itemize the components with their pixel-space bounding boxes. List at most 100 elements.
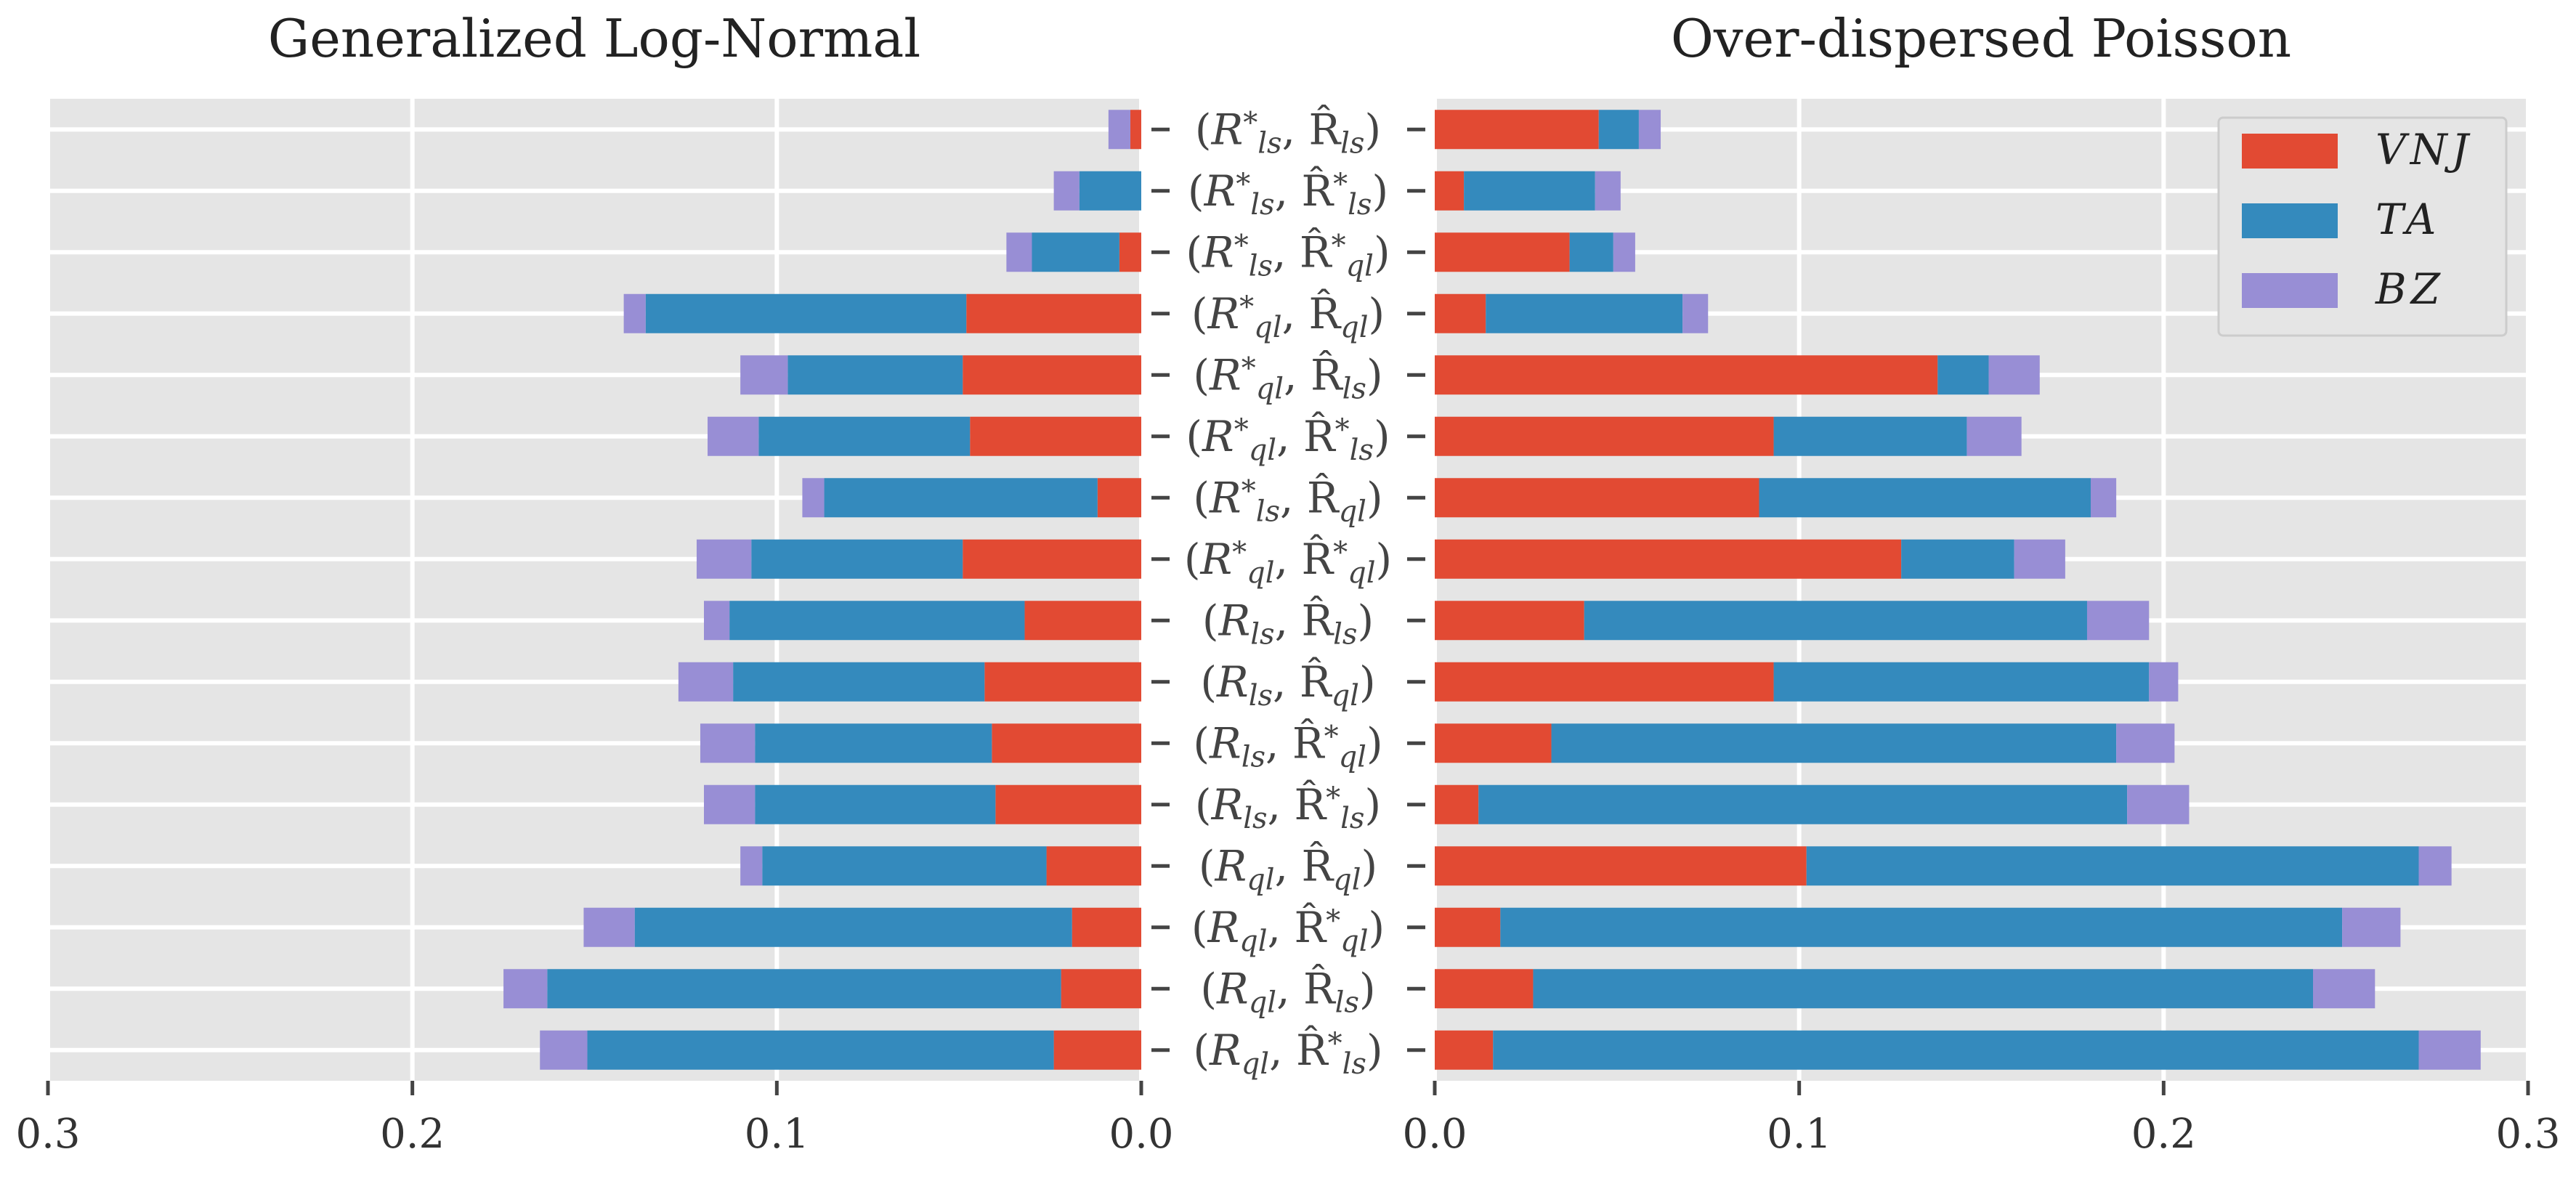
left-bar-bz-1: [503, 969, 548, 1009]
right-bar-bz-4: [2127, 784, 2190, 824]
left-bar-ta-5: [755, 723, 992, 763]
legend-swatch-ta: [2242, 203, 2338, 238]
legend-label-bz: BZ: [2375, 264, 2445, 314]
left-bar-vnj-8: [963, 539, 1141, 579]
left-bar-bz-8: [696, 539, 752, 579]
category-label: (Rql, R̂*ls): [1193, 1025, 1382, 1081]
right-bar-bz-8: [2014, 539, 2065, 579]
left-bar-vnj-0: [1053, 1030, 1141, 1070]
left-bar-bz-5: [700, 723, 756, 763]
left-bar-bz-6: [678, 662, 734, 702]
left-bar-ta-1: [547, 969, 1061, 1009]
right-bar-ta-11: [1937, 355, 1989, 395]
right-bar-bz-5: [2116, 723, 2175, 763]
right-bar-bz-0: [2418, 1030, 2481, 1070]
left-bar-vnj-11: [963, 355, 1141, 395]
right-bar-ta-7: [1584, 601, 2087, 641]
left-bar-vnj-1: [1061, 969, 1141, 1009]
legend-label-ta: TA: [2375, 195, 2440, 244]
right-x-tick-label: 0.0: [1402, 1111, 1467, 1158]
category-label: (Rls, R̂ql): [1200, 657, 1375, 713]
left-bar-vnj-13: [1119, 232, 1141, 272]
right-bar-bz-9: [2091, 478, 2117, 518]
right-bar-bz-3: [2418, 846, 2452, 886]
category-label: (Rql, R̂ql): [1199, 841, 1377, 897]
right-bar-vnj-8: [1435, 539, 1902, 579]
right-bar-ta-1: [1533, 969, 2314, 1009]
right-bar-bz-11: [1988, 355, 2040, 395]
category-label: (Rls, R̂ls): [1202, 596, 1374, 652]
legend-swatch-vnj: [2242, 134, 2338, 169]
left-x-tick-label: 0.2: [380, 1111, 445, 1158]
left-x-tick-label: 0.3: [15, 1111, 80, 1158]
right-bar-vnj-15: [1435, 110, 1599, 150]
right-bar-ta-6: [1773, 662, 2150, 702]
left-x-tick-label: 0.1: [745, 1111, 809, 1158]
category-labels: (Rql, R̂*ls)(Rql, R̂ls) (Rql, R̂*ql)(Rql,…: [1151, 105, 1425, 1081]
right-bar-vnj-0: [1435, 1030, 1494, 1070]
category-label: (Rql, R̂ls): [1200, 964, 1375, 1020]
left-bar-ta-8: [751, 539, 963, 579]
left-bars: [503, 110, 1141, 1070]
left-bar-ta-3: [762, 846, 1047, 886]
left-bar-ta-10: [758, 416, 971, 456]
right-bar-vnj-12: [1435, 293, 1486, 333]
left-bar-bz-11: [740, 355, 788, 395]
left-bar-ta-6: [733, 662, 985, 702]
right-panel-title: Over-dispersed Poisson: [1671, 8, 2291, 69]
left-bar-vnj-4: [995, 784, 1141, 824]
right-bar-bz-2: [2342, 907, 2401, 947]
right-bar-vnj-9: [1435, 478, 1759, 518]
right-bar-ta-3: [1806, 846, 2419, 886]
right-bar-ta-9: [1759, 478, 2091, 518]
right-bar-vnj-10: [1435, 416, 1774, 456]
left-x-tick-label: 0.0: [1109, 1111, 1173, 1158]
right-bar-ta-2: [1500, 907, 2343, 947]
right-bar-bz-13: [1613, 232, 1635, 272]
left-bar-vnj-5: [992, 723, 1141, 763]
left-bar-ta-13: [1032, 232, 1119, 272]
left-bar-vnj-6: [984, 662, 1141, 702]
left-bar-ta-9: [824, 478, 1098, 518]
right-bar-vnj-6: [1435, 662, 1774, 702]
category-label: (R*ql, R̂*ql): [1184, 534, 1392, 590]
left-bar-bz-13: [1006, 232, 1032, 272]
left-bar-ta-11: [787, 355, 963, 395]
right-bar-vnj-4: [1435, 784, 1479, 824]
right-x-axis: 0.0 0.1 0.2 0.3: [1402, 1081, 2561, 1158]
left-panel: 0.3 0.2 0.1 0.0 Generalized Log-Normal: [15, 8, 1173, 1158]
left-bar-vnj-2: [1072, 907, 1141, 947]
category-label: (R*ls, R̂*ls): [1188, 166, 1388, 222]
left-bar-vnj-9: [1097, 478, 1141, 518]
right-bar-vnj-11: [1435, 355, 1938, 395]
left-bar-vnj-12: [966, 293, 1141, 333]
left-bar-ta-2: [634, 907, 1072, 947]
left-bar-ta-14: [1079, 171, 1141, 211]
right-bar-vnj-13: [1435, 232, 1570, 272]
right-bar-vnj-7: [1435, 601, 1584, 641]
right-bar-vnj-5: [1435, 723, 1552, 763]
legend-label-vnj: VNJ: [2375, 125, 2473, 174]
legend-swatch-bz: [2242, 273, 2338, 308]
left-bar-bz-0: [540, 1030, 588, 1070]
left-bar-bz-12: [623, 293, 646, 333]
right-bar-ta-8: [1901, 539, 2014, 579]
right-bar-ta-15: [1598, 110, 1639, 150]
right-bar-bz-7: [2086, 601, 2150, 641]
category-label: (R*ql, R̂ql): [1191, 288, 1385, 344]
left-bar-vnj-15: [1130, 110, 1141, 150]
category-label: (Rql, R̂*ql): [1191, 902, 1385, 958]
left-bar-ta-0: [587, 1030, 1054, 1070]
category-label: (R*ql, R̂*ls): [1186, 411, 1390, 467]
left-bar-bz-10: [708, 416, 759, 456]
left-bar-vnj-3: [1046, 846, 1141, 886]
right-bar-bz-1: [2313, 969, 2375, 1009]
legend-items: VNJ TA BZ: [2242, 125, 2473, 314]
category-label: (R*ls, R̂ql): [1193, 473, 1382, 529]
right-bar-bz-10: [1967, 416, 2022, 456]
right-bar-bz-15: [1638, 110, 1661, 150]
left-bar-bz-3: [740, 846, 763, 886]
right-bar-ta-0: [1493, 1030, 2419, 1070]
category-label: (Rls, R̂*ls): [1195, 779, 1381, 835]
left-panel-title: Generalized Log-Normal: [268, 8, 921, 69]
